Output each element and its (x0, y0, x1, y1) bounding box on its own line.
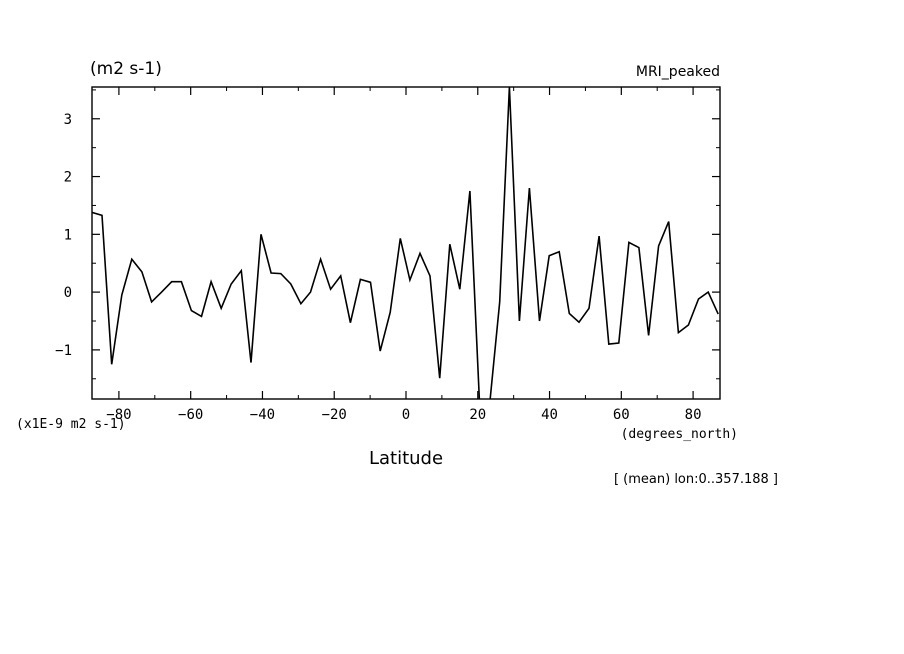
x-tick-label: 20 (469, 407, 486, 423)
x-tick-label: −60 (178, 407, 203, 423)
y-scale-label: (x1E-9 m2 s-1) (16, 417, 126, 432)
x-tick-label: 60 (613, 407, 630, 423)
y-tick-label: 2 (64, 170, 72, 186)
x-axis-title: Latitude (369, 448, 443, 469)
chart-units-title: (m2 s-1) (90, 59, 162, 79)
x-tick-label: −20 (322, 407, 347, 423)
x-tick-label: −80 (106, 407, 131, 423)
series-line (92, 87, 719, 399)
plot-frame (91, 86, 721, 400)
chart-dataset-name: MRI_peaked (636, 64, 720, 80)
x-tick-label: 40 (541, 407, 558, 423)
y-axis: −1 0 1 2 3 (55, 89, 720, 380)
footnote: [ (mean) lon:0..357.188 ] (614, 472, 778, 487)
y-tick-label: 0 (64, 285, 72, 301)
y-tick-label: 3 (64, 112, 72, 128)
x-axis: −80 −60 −40 −20 0 20 40 60 80 (106, 87, 702, 423)
x-tick-label: 0 (402, 407, 410, 423)
x-tick-label: −40 (250, 407, 275, 423)
x-units-label: (degrees_north) (621, 427, 738, 442)
x-tick-label: 80 (685, 407, 702, 423)
data-points (92, 87, 718, 399)
y-tick-label: −1 (55, 343, 72, 359)
y-tick-label: 1 (64, 227, 72, 243)
